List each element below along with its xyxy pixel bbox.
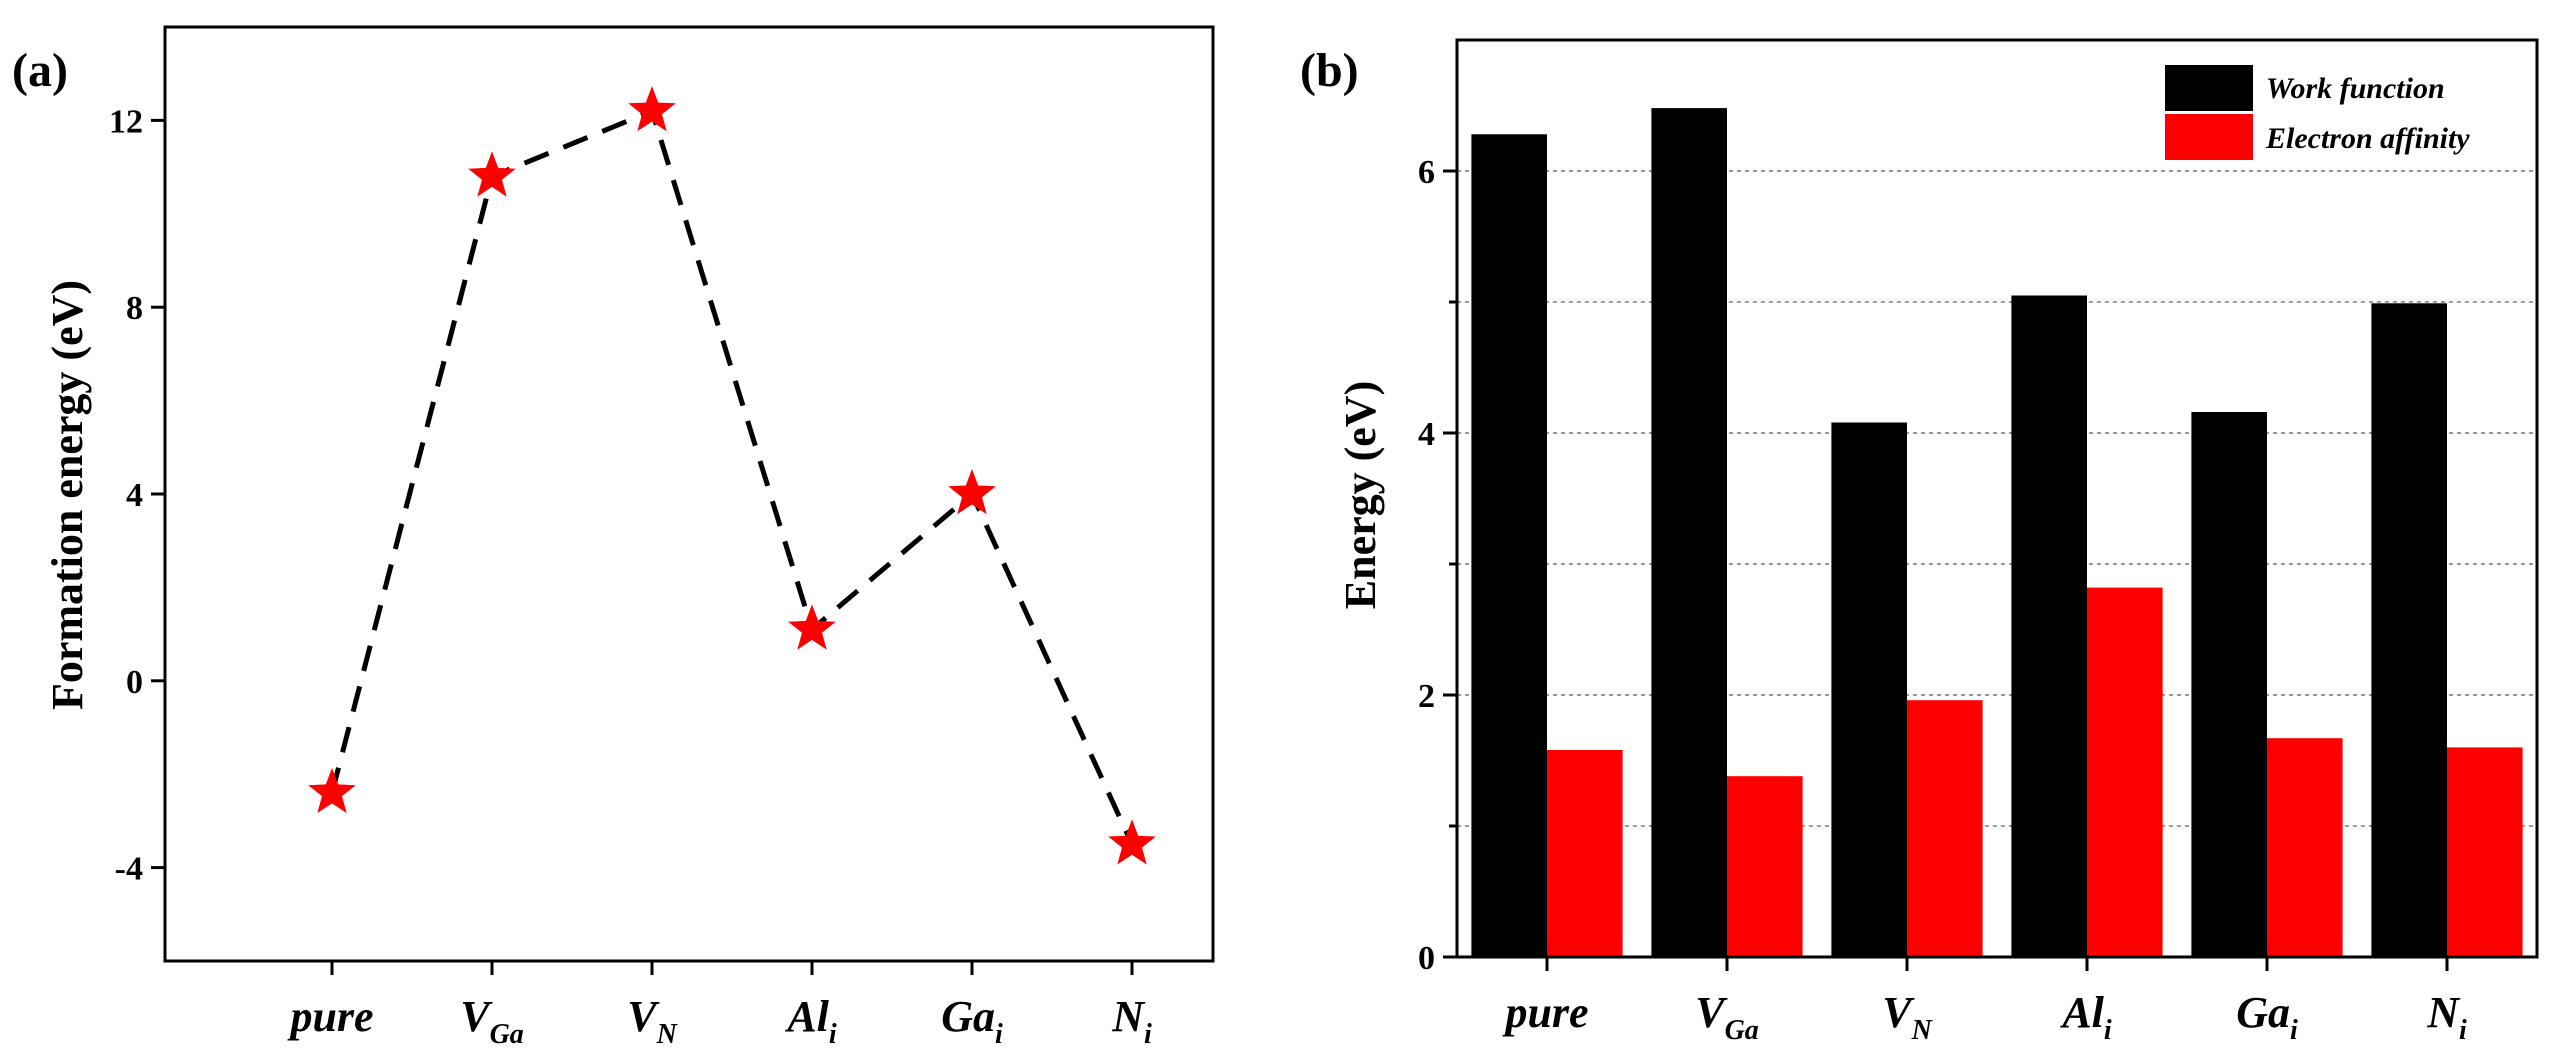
panel-a-x-tick-label: Ali bbox=[784, 992, 837, 1050]
panel-b-x-tick-label-subscript: Ga bbox=[1725, 1015, 1759, 1046]
legend-label-electron-affinity: Electron affinity bbox=[2265, 122, 2470, 155]
panel-a-x-tick-label-base: pure bbox=[286, 992, 373, 1041]
panel-a-data-point-star bbox=[1108, 819, 1156, 865]
panel-a-x-tick-label-subscript: Ga bbox=[490, 1019, 524, 1050]
panel-a-data-point-star bbox=[948, 469, 996, 515]
panel-a-x-tick-label-subscript: i bbox=[1144, 1019, 1152, 1050]
panel-b-bar-electron-affinity bbox=[2087, 587, 2163, 957]
panel-b-x-tick-label-base: Al bbox=[2059, 988, 2104, 1037]
panel-b-x-tick-label: Gai bbox=[2236, 988, 2298, 1046]
legend-label-work-function: Work function bbox=[2266, 72, 2445, 105]
panel-a-plot-frame bbox=[163, 25, 1215, 963]
panel-b-y-tick-label: 6 bbox=[1418, 154, 1435, 191]
panel-a-y-tick-label: 4 bbox=[126, 477, 143, 514]
panel-b-bar-work-function bbox=[1651, 108, 1727, 958]
panel-b-bar-electron-affinity bbox=[1907, 700, 1983, 957]
panel-a-x-tick-label-base: N bbox=[1111, 992, 1146, 1041]
panel-a-y-tick-label: 0 bbox=[126, 664, 143, 701]
panel-a-label: (a) bbox=[12, 44, 68, 97]
panel-a-x-tick-label-subscript: i bbox=[995, 1019, 1003, 1050]
panel-b-bar-electron-affinity bbox=[1727, 776, 1803, 957]
panel-b-bar-electron-affinity bbox=[2447, 747, 2523, 957]
panel-a-y-tick-label: -4 bbox=[115, 851, 143, 888]
panel-b-bar-work-function bbox=[1471, 134, 1547, 958]
panel-b-bar-work-function bbox=[2011, 295, 2087, 957]
panel-a-x-tick-label: Gai bbox=[941, 992, 1003, 1050]
panel-b-bars bbox=[1471, 108, 2523, 958]
legend-swatch-electron-affinity bbox=[2165, 114, 2253, 160]
panel-b-x-tick-label-subscript: N bbox=[1911, 1015, 1934, 1046]
panel-a-y-tick-label: 8 bbox=[126, 290, 143, 327]
panel-b-y-tick-label: 4 bbox=[1418, 416, 1435, 453]
panel-a-data-point-star bbox=[468, 151, 516, 197]
panel-b-bar-electron-affinity bbox=[2267, 738, 2343, 957]
panel-b-y-ticks: 0 2 4 6 bbox=[1418, 154, 1457, 977]
panel-b-x-tick-label-base: pure bbox=[1501, 988, 1588, 1037]
panel-b-bar-work-function bbox=[2371, 303, 2447, 957]
panel-a-y-ticks: -4 0 4 8 12 bbox=[109, 103, 165, 888]
panel-b-x-tick-label-subscript: i bbox=[2459, 1015, 2467, 1046]
panel-b-x-tick-label: pure bbox=[1501, 988, 1588, 1037]
panel-b-x-tick-label: Ali bbox=[2059, 988, 2112, 1046]
panel-a-x-tick-label-base: Al bbox=[784, 992, 829, 1041]
panel-b-bar-work-function bbox=[2191, 412, 2267, 957]
panel-a-x-tick-label: Ni bbox=[1111, 992, 1152, 1050]
panel-b-x-tick-label-base: N bbox=[2426, 988, 2461, 1037]
panel-b-plot-frame bbox=[1455, 38, 2539, 959]
panel-a-data-point-star bbox=[788, 604, 836, 650]
panel-b-x-tick-label: VN bbox=[1882, 988, 1933, 1046]
panel-a-data-point-star bbox=[308, 767, 356, 814]
panel-a-x-tick-label: VN bbox=[627, 992, 678, 1050]
panel-b-y-axis-title: Energy (eV) bbox=[1336, 381, 1385, 610]
legend-swatch-work-function bbox=[2165, 65, 2253, 111]
panel-b-y-tick-label: 2 bbox=[1418, 678, 1435, 715]
panel-a-x-tick-label: VGa bbox=[460, 992, 524, 1050]
panel-b-x-tick-label: Ni bbox=[2426, 988, 2467, 1046]
panel-a-x-tick-label-subscript: i bbox=[829, 1019, 837, 1050]
panel-a-y-tick-label: 12 bbox=[109, 103, 143, 140]
panel-b-y-tick-label: 0 bbox=[1418, 940, 1435, 977]
panel-a-data-point-star bbox=[628, 86, 676, 132]
panel-b-label: (b) bbox=[1300, 44, 1359, 97]
panel-b-x-tick-label: VGa bbox=[1695, 988, 1759, 1046]
panel-b-x-tick-label-base: V bbox=[1695, 988, 1728, 1037]
panel-a-y-axis-title: Formation energy (eV) bbox=[43, 280, 92, 710]
panel-b-x-tick-label-base: Ga bbox=[2236, 988, 2290, 1037]
panel-b-x-ticks: pure VGa VN Ali Gai Ni bbox=[1501, 957, 2467, 1046]
panel-a-x-tick-label-base: Ga bbox=[941, 992, 995, 1041]
panel-b-x-tick-label-subscript: i bbox=[2104, 1015, 2112, 1046]
panel-a-x-ticks: pure VGa VN Ali Gai Ni bbox=[286, 961, 1152, 1050]
panel-a-markers bbox=[308, 86, 1156, 865]
panel-a-x-tick-label-base: V bbox=[627, 992, 660, 1041]
panel-b-bar-work-function bbox=[1831, 422, 1907, 957]
panel-b-gridlines bbox=[1457, 170, 2537, 827]
panel-b-bar-electron-affinity bbox=[1547, 750, 1623, 957]
panel-b-x-tick-label-subscript: i bbox=[2290, 1015, 2298, 1046]
panel-a-series-line bbox=[329, 107, 1135, 846]
panel-b-legend: Work function Electron affinity bbox=[2165, 65, 2470, 160]
panel-a-x-tick-label-base: V bbox=[460, 992, 493, 1041]
panel-a-x-tick-label: pure bbox=[286, 992, 373, 1041]
panel-b-x-tick-label-base: V bbox=[1882, 988, 1915, 1037]
panel-a-x-tick-label-subscript: N bbox=[656, 1019, 679, 1050]
